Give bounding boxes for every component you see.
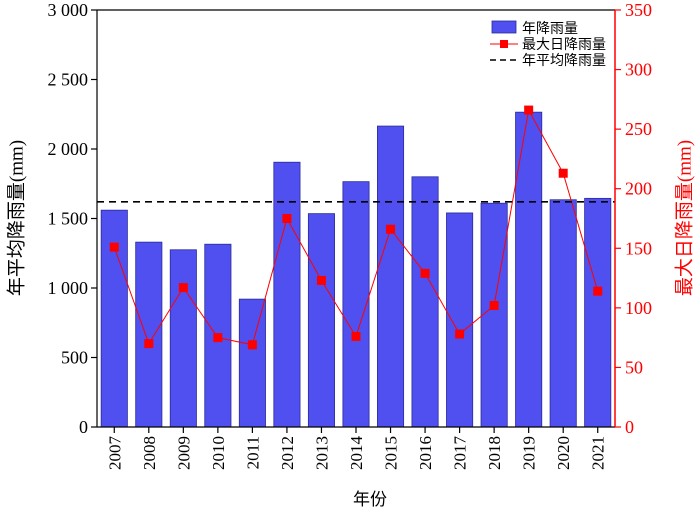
x-tick-label: 2018 [485,436,504,470]
y2-axis-label: 最大日降雨量(mm) [673,140,695,296]
y2-tick-label: 250 [625,119,652,139]
bar [135,241,163,428]
bar [446,212,474,428]
legend-label: 最大日降雨量 [522,37,606,53]
marker [178,283,188,293]
x-tick-label: 2020 [554,436,573,470]
bar [342,181,370,428]
marker [316,275,326,285]
y2-tick-label: 50 [625,357,643,377]
marker [420,268,430,278]
x-axis-label: 年份 [353,490,387,509]
y-tick-label: 500 [61,348,88,368]
x-tick-label: 2012 [278,436,297,470]
marker [109,242,119,252]
bar [273,161,301,428]
bar [238,298,266,428]
y-tick-label: 2 000 [48,139,89,159]
bar [549,199,577,428]
marker [558,168,568,178]
marker [144,339,154,349]
x-tick-label: 2015 [382,436,401,470]
y2-tick-label: 200 [625,179,652,199]
y-tick-label: 0 [79,417,88,437]
legend-swatch [491,20,517,34]
legend-marker [500,40,508,48]
marker [386,224,396,234]
marker [593,286,603,296]
legend-label: 年降雨量 [522,21,578,37]
bar [411,176,439,428]
marker [351,331,361,341]
bar [169,249,197,428]
y2-tick-label: 350 [625,0,652,20]
x-tick-label: 2008 [140,436,159,470]
marker [282,214,292,223]
x-tick-label: 2009 [174,436,193,470]
x-tick-label: 2016 [416,436,435,470]
bar [480,202,508,428]
x-tick-label: 2010 [209,436,228,470]
y-tick-label: 1 500 [48,209,89,229]
marker [213,333,223,343]
bar [307,213,335,428]
bar [515,111,543,428]
y-axis-label: 年平均降雨量(mm) [5,140,27,296]
x-tick-label: 2011 [243,436,262,469]
marker [247,340,257,350]
marker [524,105,534,115]
x-tick-label: 2019 [520,436,539,470]
y-tick-label: 1 000 [48,278,89,298]
marker [489,300,499,310]
x-tick-label: 2017 [451,436,470,471]
x-tick-label: 2007 [105,436,124,471]
y2-tick-label: 0 [625,417,634,437]
x-tick-label: 2021 [589,436,608,470]
y-tick-label: 3 000 [48,0,89,20]
x-tick-label: 2014 [347,436,366,471]
y2-tick-label: 300 [625,60,652,80]
marker [455,329,465,339]
x-tick-label: 2013 [312,436,331,470]
bar [584,197,612,428]
y-tick-label: 2 500 [48,70,89,90]
bar [377,125,405,428]
y2-tick-label: 100 [625,298,652,318]
legend-label: 年平均降雨量 [522,53,606,69]
y2-tick-label: 150 [625,238,652,258]
